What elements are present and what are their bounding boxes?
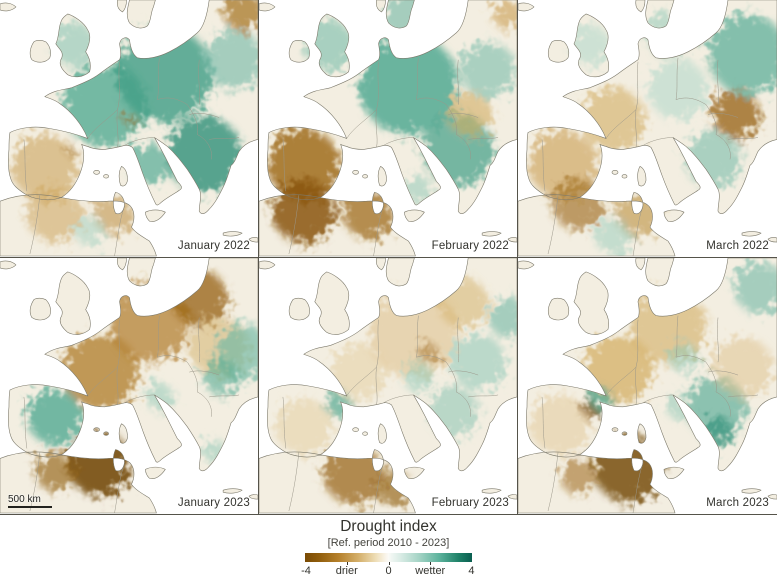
scale-bar-label: 500 km: [8, 494, 52, 508]
europe-drought-map: [259, 258, 517, 514]
colorbar-label-wetter: wetter: [415, 565, 446, 577]
colorbar-tick-zero: [388, 562, 390, 565]
colorbar-label-min: -4: [301, 565, 311, 577]
panel-date-label: March 2022: [706, 240, 769, 252]
panel-date-label: February 2023: [431, 497, 509, 509]
europe-drought-map: [518, 258, 777, 514]
legend-subtitle: [Ref. period 2010 - 2023]: [327, 537, 450, 549]
europe-drought-map: [259, 0, 517, 257]
panel-date-label: March 2023: [706, 497, 769, 509]
colorbar-label-zero: 0: [385, 565, 392, 577]
panel-date-label: January 2022: [177, 240, 250, 252]
map-grid: January 2022: [0, 0, 777, 515]
map-panel-march-2022: March 2022: [518, 0, 777, 258]
colorbar-wrap: -4 drier 0 wetter 4: [301, 553, 475, 579]
legend: Drought index [Ref. period 2010 - 2023] …: [0, 515, 777, 583]
map-panel-march-2023: March 2023: [518, 258, 777, 515]
panel-date-label: January 2023: [177, 497, 250, 509]
europe-drought-map: [0, 258, 258, 514]
colorbar-label-max: 4: [468, 565, 475, 577]
map-panel-january-2022: January 2022: [0, 0, 259, 258]
colorbar-label-drier: drier: [335, 565, 358, 577]
colorbar-tick-drier: [346, 562, 348, 565]
europe-drought-map: [0, 0, 258, 257]
europe-drought-map: [518, 0, 777, 257]
colorbar: [305, 553, 472, 562]
map-panel-february-2023: February 2023: [259, 258, 518, 515]
map-panel-february-2022: February 2022: [259, 0, 518, 258]
map-panel-january-2023: 500 km January 2023: [0, 258, 259, 515]
legend-title: Drought index: [340, 518, 437, 535]
scale-bar: 500 km: [8, 494, 52, 508]
drought-pattern: [26, 269, 258, 497]
colorbar-tick-wetter: [430, 562, 432, 565]
panel-date-label: February 2022: [431, 240, 509, 252]
